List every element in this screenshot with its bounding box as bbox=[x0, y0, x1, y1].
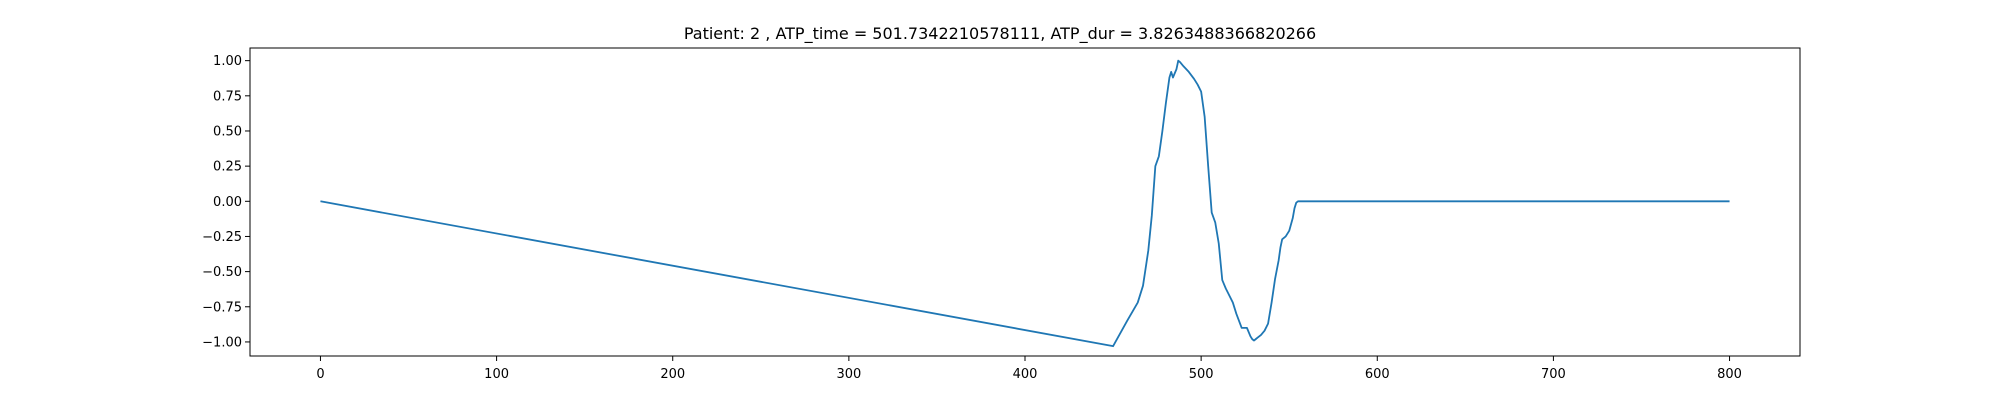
y-axis-ticks: 1.00 0.75 0.50 0.25 0.00 −0.25 −0.50 −0.75 −1.00 bbox=[202, 54, 250, 350]
series-line bbox=[320, 59, 1730, 348]
y-tick-label: −0.50 bbox=[202, 265, 242, 280]
x-tick-label: 200 bbox=[660, 367, 685, 382]
x-axis-ticks: 0 100 200 300 400 500 600 700 800 bbox=[316, 356, 1742, 382]
x-tick-label: 700 bbox=[1541, 367, 1566, 382]
x-tick-label: 500 bbox=[1189, 367, 1214, 382]
y-tick-label: −0.75 bbox=[202, 300, 242, 315]
y-tick-label: 0.75 bbox=[213, 89, 242, 104]
y-tick-label: 0.50 bbox=[213, 124, 242, 139]
y-tick-label: 0.25 bbox=[213, 160, 242, 175]
x-tick-label: 0 bbox=[316, 367, 324, 382]
y-tick-label: 0.00 bbox=[213, 195, 242, 210]
y-tick-label: 1.00 bbox=[213, 54, 242, 69]
plot-area bbox=[249, 47, 1801, 357]
x-tick-label: 100 bbox=[484, 367, 509, 382]
x-tick-label: 400 bbox=[1013, 367, 1038, 382]
x-tick-label: 300 bbox=[836, 367, 861, 382]
y-tick-label: −0.25 bbox=[202, 230, 242, 245]
x-tick-label: 800 bbox=[1717, 367, 1742, 382]
chart-title: Patient: 2 , ATP_time = 501.734221057811… bbox=[684, 24, 1316, 44]
x-tick-label: 600 bbox=[1365, 367, 1390, 382]
y-tick-label: −1.00 bbox=[202, 335, 242, 350]
